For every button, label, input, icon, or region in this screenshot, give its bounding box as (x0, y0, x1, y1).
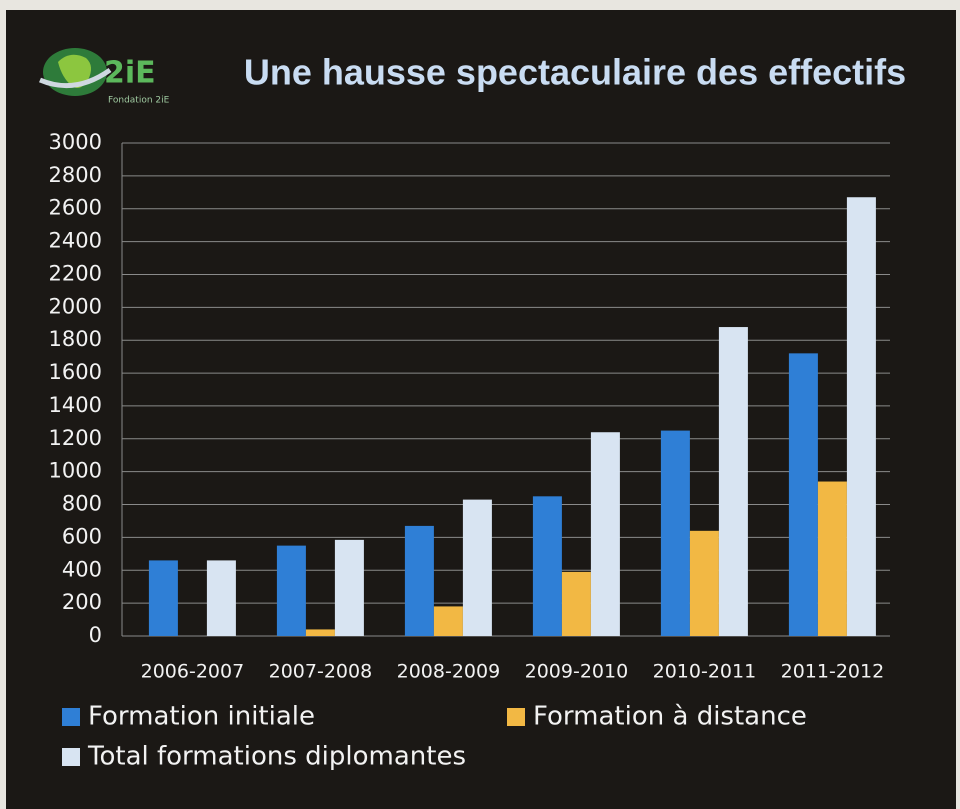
x-tick-label: 2008-2009 (397, 661, 501, 683)
legend-swatch (62, 708, 80, 726)
legend-label: Formation initiale (88, 702, 315, 732)
legend-swatch (507, 708, 525, 726)
bar (276, 545, 306, 636)
bar (817, 481, 847, 636)
bar (148, 560, 178, 636)
bar (590, 432, 620, 636)
legend-swatch (62, 748, 80, 766)
legend-label: Total formations diplomantes (87, 742, 466, 772)
chart-title: Une hausse spectaculaire des effectifs (244, 52, 906, 93)
logo-name: 2iE (104, 56, 156, 91)
y-tick-label: 2600 (49, 196, 102, 220)
logo-subtitle: Fondation 2iE (108, 96, 170, 106)
y-tick-label: 0 (89, 623, 102, 647)
bar (404, 525, 434, 636)
x-tick-label: 2011-2012 (781, 661, 885, 683)
bar (846, 197, 876, 637)
y-tick-label: 3000 (49, 130, 102, 154)
bar (718, 327, 748, 636)
y-tick-label: 1600 (49, 360, 102, 384)
y-tick-label: 1000 (49, 459, 102, 483)
bar (660, 430, 690, 636)
y-tick-label: 400 (62, 557, 102, 581)
logo-swoosh (39, 67, 112, 89)
x-tick-label: 2009-2010 (525, 661, 629, 683)
y-tick-label: 1800 (49, 327, 102, 351)
x-tick-label: 2006-2007 (141, 661, 245, 683)
bar (788, 353, 818, 636)
bar (433, 606, 463, 636)
y-tick-label: 800 (62, 492, 102, 516)
y-tick-label: 1400 (49, 393, 102, 417)
y-tick-label: 2000 (49, 294, 102, 318)
y-tick-label: 1200 (49, 426, 102, 450)
bar (689, 530, 719, 636)
legend-label: Formation à distance (533, 702, 807, 732)
bar (206, 560, 236, 636)
y-tick-label: 2400 (49, 229, 102, 253)
logo-africa (58, 54, 92, 88)
x-tick-label: 2010-2011 (653, 661, 757, 683)
bar (532, 496, 562, 636)
y-tick-label: 2800 (49, 163, 102, 187)
x-tick-label: 2007-2008 (269, 661, 373, 683)
bar (561, 571, 591, 636)
y-tick-label: 200 (62, 590, 102, 614)
bar (462, 499, 492, 636)
y-tick-label: 600 (62, 524, 102, 548)
y-tick-label: 2200 (49, 261, 102, 285)
logo: 2iE Fondation 2iE (39, 48, 170, 106)
bar (305, 629, 335, 636)
bar (334, 539, 364, 636)
